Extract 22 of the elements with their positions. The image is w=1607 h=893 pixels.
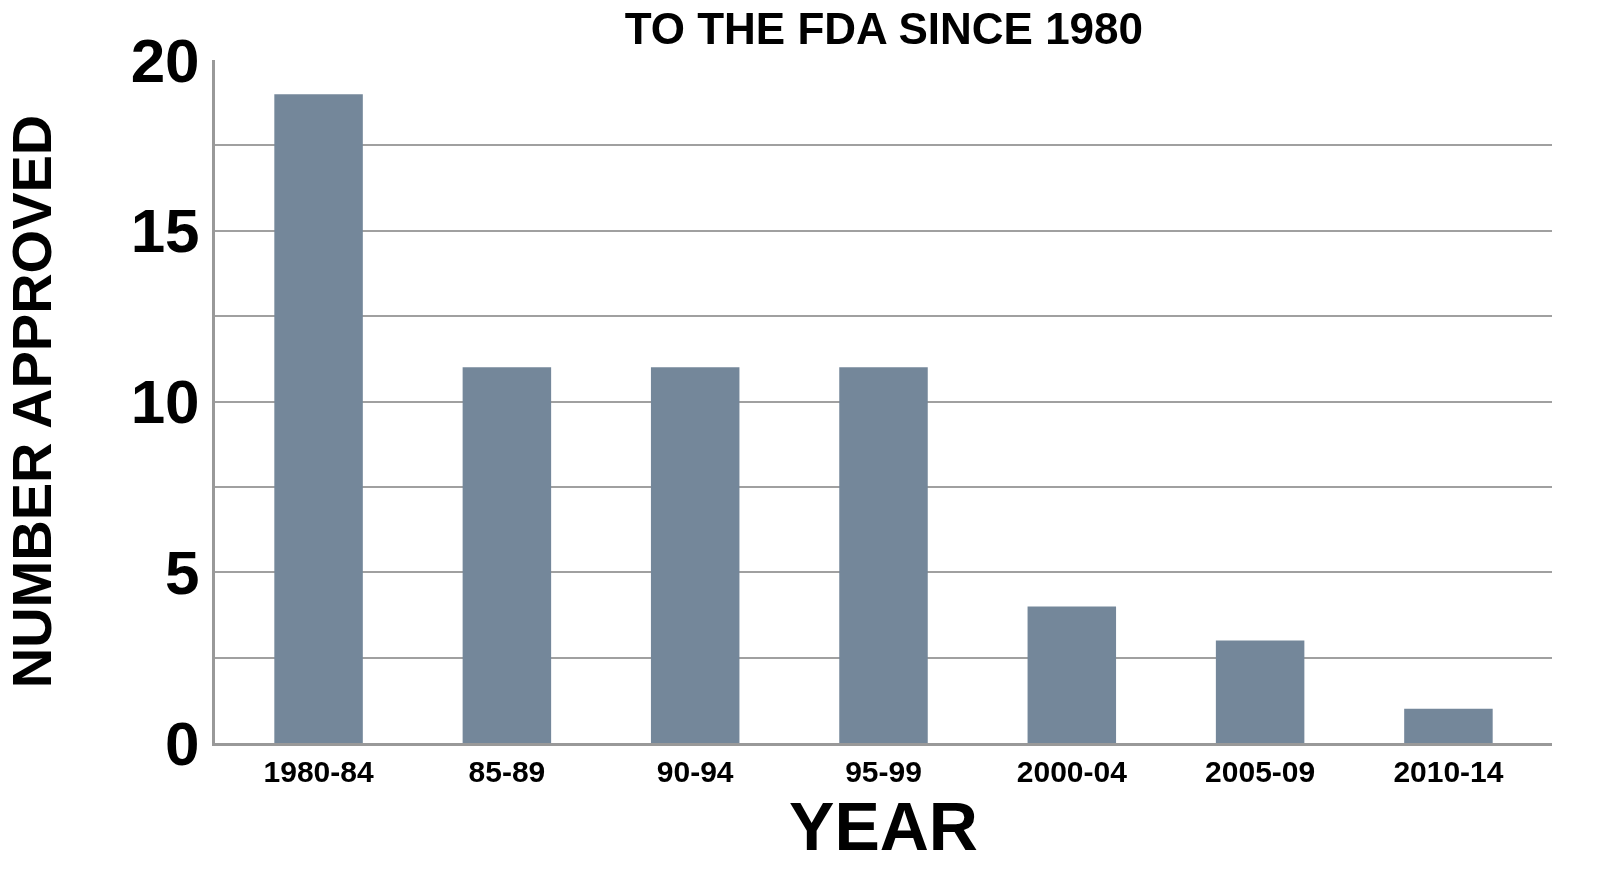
y-tick-label: 10 [130,367,200,437]
y-tick-label: 15 [130,196,200,266]
y-tick-label: 0 [165,708,200,778]
bar [274,94,363,743]
chart-title: TO THE FDA SINCE 1980 [624,4,1144,54]
x-tick-label: 95-99 [845,755,922,788]
bar [1027,606,1117,743]
bar [839,367,928,743]
bar [1404,708,1493,743]
y-tick-label: 5 [165,537,200,607]
y-tick-label: 20 [130,25,200,95]
bar [1215,640,1305,743]
bar [462,367,552,743]
x-tick-label: 2010-14 [1393,755,1504,788]
bar [650,367,740,743]
x-tick-label: 85-89 [468,755,546,788]
x-tick-label: 1980-84 [263,755,374,788]
y-axis-title: NUMBER APPROVED [0,114,63,689]
x-axis-title: YEAR [789,788,978,864]
x-tick-label: 90-94 [656,755,734,788]
x-tick-label: 2000-04 [1016,755,1128,788]
x-tick-label: 2005-09 [1205,755,1316,788]
